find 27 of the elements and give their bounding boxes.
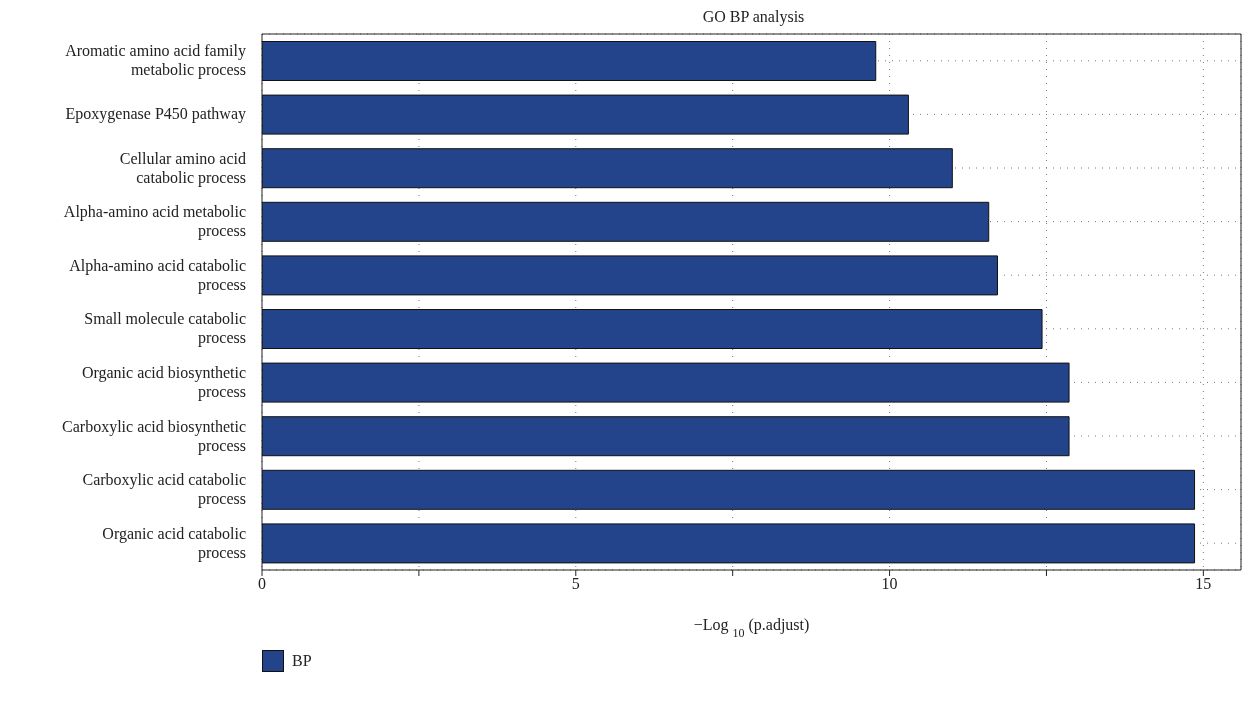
chart-title: GO BP analysis: [701, 8, 806, 28]
x-tick-label: 15: [1195, 575, 1212, 593]
y-tick-label: Organic acid biosynthetic process: [81, 363, 246, 401]
y-tick-label: Alpha-amino acid metabolic process: [63, 203, 246, 241]
bar: [262, 148, 953, 189]
y-tick-label: Organic acid catabolic process: [102, 524, 246, 562]
bar: [262, 201, 990, 242]
x-axis-title: −Log $_{10}$ (p.adjust): [693, 616, 810, 640]
x-tick-label: 10: [881, 575, 898, 593]
bar: [262, 416, 1070, 457]
x-tick-label: 0: [258, 575, 266, 593]
y-tick-label: Carboxylic acid catabolic process: [82, 471, 246, 509]
bar: [262, 41, 877, 81]
bar: [262, 362, 1070, 403]
y-tick-label: Epoxygenase P450 pathway: [65, 105, 246, 124]
x-tick-label: 5: [571, 575, 580, 593]
bar: [262, 523, 1196, 564]
legend-label: BP: [292, 652, 312, 670]
y-tick-label: Aromatic amino acid family metabolic process: [65, 42, 246, 80]
bar: [262, 469, 1196, 510]
y-tick-label: Small molecule catabolic process: [84, 310, 246, 348]
y-tick-label: Carboxylic acid biosynthetic process: [62, 417, 246, 455]
bar: [262, 94, 909, 135]
y-tick-label: Cellular amino acid catabolic process: [119, 149, 246, 187]
bar: [262, 309, 1043, 349]
y-tick-label: Alpha-amino acid catabolic process: [69, 256, 246, 294]
bar: [262, 255, 999, 296]
